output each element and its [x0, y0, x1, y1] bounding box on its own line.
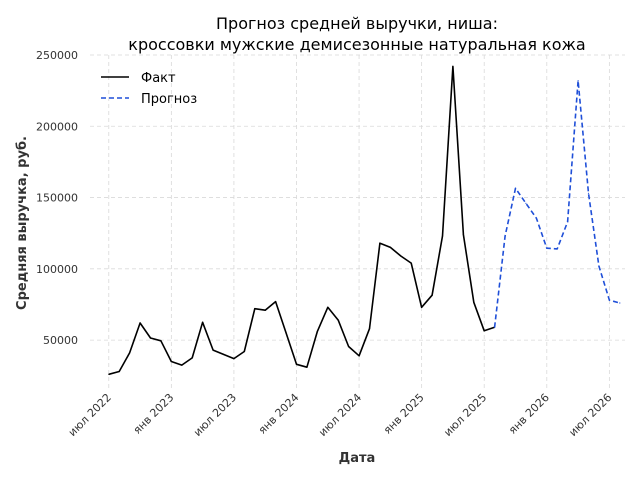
- data-point: [118, 370, 120, 373]
- data-point: [483, 330, 485, 332]
- data-point: [421, 306, 423, 308]
- x-tick-label: янв 2025: [381, 391, 427, 437]
- chart-title-line-2: кроссовки мужские демисезонные натуральн…: [128, 35, 585, 54]
- data-point: [191, 357, 193, 359]
- y-tick-label: 150000: [36, 192, 78, 205]
- x-tick-label: июл 2026: [566, 391, 614, 439]
- data-point: [619, 302, 621, 304]
- data-point: [494, 326, 496, 328]
- x-tick-label: июл 2022: [66, 391, 114, 439]
- data-point: [139, 322, 141, 324]
- data-point: [525, 202, 527, 204]
- data-point: [608, 299, 611, 301]
- data-point: [389, 246, 391, 248]
- data-point: [306, 366, 308, 368]
- data-point: [170, 360, 172, 363]
- data-point: [587, 192, 590, 194]
- data-point: [567, 221, 569, 223]
- chart-title-line-1: Прогноз средней выручки, ниша:: [216, 14, 498, 33]
- x-tick-label: янв 2023: [131, 391, 177, 437]
- data-point: [316, 331, 318, 333]
- data-point: [410, 262, 412, 264]
- y-tick-label: 250000: [36, 49, 78, 62]
- y-tick-label: 100000: [36, 263, 78, 276]
- data-point: [285, 332, 287, 334]
- data-point: [556, 248, 558, 250]
- data-point: [129, 352, 131, 354]
- y-axis-ticks: 50000 100000 150000 200000 250000: [36, 49, 78, 347]
- series-line-forecast: [493, 79, 621, 328]
- data-point: [254, 308, 256, 310]
- data-point: [473, 301, 475, 303]
- data-point: [337, 319, 339, 321]
- data-point: [598, 265, 600, 267]
- data-point: [431, 294, 433, 296]
- data-point: [243, 350, 245, 353]
- x-tick-label: июл 2025: [441, 391, 489, 439]
- data-point: [212, 349, 214, 351]
- data-point: [514, 187, 517, 189]
- x-tick-label: янв 2026: [506, 391, 552, 437]
- data-point: [233, 358, 235, 360]
- data-point: [358, 355, 360, 357]
- legend: Факт Прогноз: [101, 71, 197, 107]
- series-lines: [108, 65, 621, 376]
- x-axis-label: Дата: [339, 451, 376, 466]
- data-point: [222, 353, 225, 355]
- x-axis-ticks: июл 2022 янв 2023 июл 2023 янв 2024 июл 2024…: [66, 391, 615, 439]
- data-point: [348, 345, 350, 348]
- data-point: [400, 255, 402, 257]
- data-point: [535, 217, 538, 219]
- x-tick-label: янв 2024: [256, 391, 302, 437]
- data-point: [441, 235, 444, 237]
- y-axis-label: Средняя выручка, руб.: [15, 136, 30, 310]
- legend-label-fact: Факт: [141, 71, 176, 86]
- data-point: [462, 234, 464, 236]
- data-point: [504, 235, 506, 237]
- legend-label-forecast: Прогноз: [141, 92, 197, 107]
- data-point: [452, 65, 454, 67]
- data-point: [379, 242, 381, 244]
- y-tick-label: 200000: [36, 120, 78, 133]
- data-point: [295, 363, 298, 365]
- grid: [90, 54, 625, 390]
- y-tick-label: 50000: [43, 334, 78, 347]
- series-line-fact: [108, 65, 495, 376]
- data-point: [181, 364, 183, 366]
- data-point: [368, 328, 371, 330]
- x-tick-label: июл 2024: [316, 391, 364, 439]
- data-point: [327, 306, 329, 308]
- data-point: [160, 340, 162, 342]
- data-point: [577, 80, 579, 82]
- data-point: [202, 321, 204, 323]
- x-tick-label: июл 2023: [191, 391, 239, 439]
- data-point: [149, 337, 152, 339]
- data-point: [546, 247, 548, 249]
- data-point: [264, 309, 266, 311]
- data-point: [108, 373, 110, 375]
- data-point: [275, 301, 277, 303]
